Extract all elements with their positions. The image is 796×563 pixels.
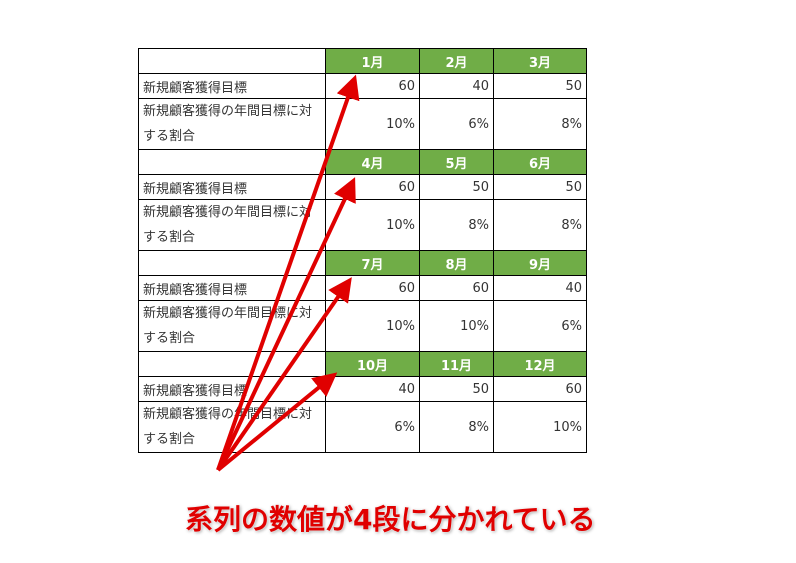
ratio-value: 6% xyxy=(419,98,494,150)
arrow-3 xyxy=(216,277,352,472)
caption: 系列の数値が4段に分かれている xyxy=(185,503,596,536)
target-value: 40 xyxy=(419,73,494,99)
row-label: 新規顧客獲得目標 xyxy=(138,376,326,402)
row-label: 新規顧客獲得の年間目標に対する割合 xyxy=(138,98,326,150)
arrow-4 xyxy=(216,372,338,472)
ratio-value: 6% xyxy=(493,300,587,352)
target-row: 新規顧客獲得目標 60 60 40 xyxy=(138,275,587,301)
month-header: 1月 xyxy=(325,48,420,74)
arrow-1 xyxy=(216,74,360,471)
ratio-value: 8% xyxy=(419,401,494,453)
month-header-row: 7月 8月 9月 xyxy=(138,250,587,276)
month-header: 9月 xyxy=(493,250,587,276)
ratio-value: 8% xyxy=(493,199,587,251)
target-value: 40 xyxy=(493,275,587,301)
target-value: 50 xyxy=(493,174,587,200)
month-header-row: 1月 2月 3月 xyxy=(138,48,587,74)
month-header: 7月 xyxy=(325,250,420,276)
target-value: 50 xyxy=(493,73,587,99)
ratio-row: 新規顧客獲得の年間目標に対する割合 10% 8% 8% xyxy=(138,199,587,251)
month-header: 6月 xyxy=(493,149,587,175)
month-header: 2月 xyxy=(419,48,494,74)
ratio-value: 10% xyxy=(493,401,587,453)
month-header: 8月 xyxy=(419,250,494,276)
ratio-value: 8% xyxy=(493,98,587,150)
ratio-value: 6% xyxy=(325,401,420,453)
target-value: 50 xyxy=(419,376,494,402)
ratio-value: 8% xyxy=(419,199,494,251)
row-label: 新規顧客獲得目標 xyxy=(138,174,326,200)
target-row: 新規顧客獲得目標 40 50 60 xyxy=(138,376,587,402)
row-label: 新規顧客獲得の年間目標に対する割合 xyxy=(138,199,326,251)
month-header: 12月 xyxy=(493,351,587,377)
row-label: 新規顧客獲得目標 xyxy=(138,275,326,301)
month-header-row: 4月 5月 6月 xyxy=(138,149,587,175)
ratio-value: 10% xyxy=(419,300,494,352)
target-value: 50 xyxy=(419,174,494,200)
data-table: 1月 2月 3月 新規顧客獲得目標 60 40 50 新規顧客獲得の年間目標に対する割合 10%… xyxy=(138,48,587,453)
arrow-2 xyxy=(216,177,356,471)
month-header: 4月 xyxy=(325,149,420,175)
